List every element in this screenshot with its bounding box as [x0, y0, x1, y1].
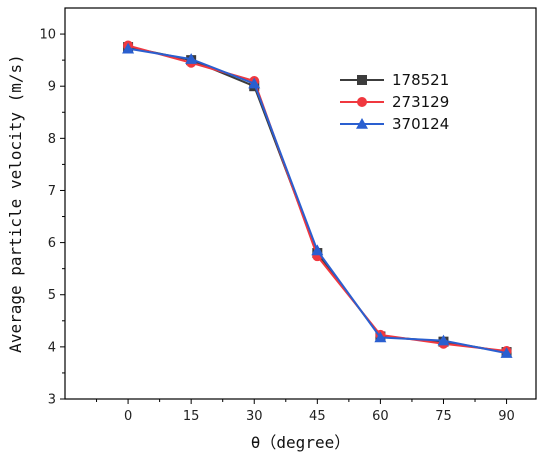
- x-tick-label: 15: [183, 409, 200, 424]
- x-axis-title: θ（degree）: [251, 433, 350, 452]
- y-axis-title: Average particle velocity (m/s): [6, 54, 25, 353]
- series-layer: [122, 40, 513, 358]
- data-point: [185, 53, 198, 64]
- legend-item: 370124: [340, 115, 449, 133]
- y-tick-label: 10: [39, 28, 56, 43]
- series-line: [127, 44, 507, 353]
- series-line: [127, 46, 507, 354]
- x-tick-label: 30: [246, 409, 263, 424]
- data-point: [311, 244, 324, 256]
- legend-label: 178521: [392, 71, 449, 89]
- y-axis: 3 4 5 6 7 8 9 10: [39, 28, 65, 408]
- data-point: [248, 77, 261, 89]
- legend-item: 273129: [340, 93, 449, 111]
- x-axis: 0 15 30 45 60 75 90: [96, 399, 515, 424]
- y-tick-label: 7: [48, 184, 56, 199]
- data-point: [357, 97, 367, 107]
- legend-item: 178521: [340, 71, 449, 89]
- data-point: [437, 334, 450, 346]
- x-tick-label: 0: [124, 409, 132, 424]
- legend-label: 273129: [392, 93, 449, 111]
- x-tick-label: 90: [498, 409, 515, 424]
- x-tick-label: 60: [372, 409, 389, 424]
- plot-frame: [64, 7, 537, 400]
- data-point: [374, 331, 387, 343]
- x-tick-label: 45: [309, 409, 326, 424]
- y-tick-label: 5: [48, 288, 56, 303]
- x-tick-label: 75: [435, 409, 452, 424]
- data-point: [356, 118, 368, 129]
- y-tick-label: 6: [48, 236, 56, 251]
- series-178521: [123, 42, 512, 358]
- y-tick-label: 4: [48, 340, 56, 355]
- y-tick-label: 8: [48, 132, 56, 147]
- data-point: [122, 42, 135, 54]
- y-tick-label: 9: [48, 80, 56, 95]
- series-370124: [122, 42, 513, 358]
- series-line: [127, 47, 507, 355]
- legend: 178521 273129 370124: [340, 71, 449, 133]
- y-tick-label: 3: [48, 393, 56, 408]
- legend-label: 370124: [392, 115, 449, 133]
- series-273129: [123, 40, 512, 357]
- data-point: [500, 347, 513, 358]
- plot-area: [64, 7, 537, 400]
- data-point: [357, 75, 367, 85]
